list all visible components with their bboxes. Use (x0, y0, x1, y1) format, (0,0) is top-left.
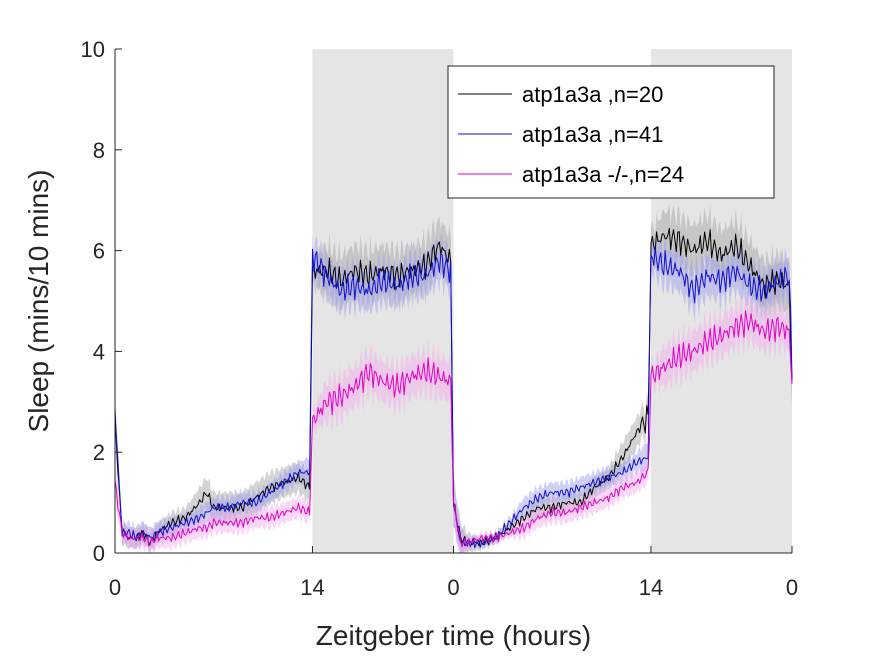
band-series-1 (115, 203, 792, 553)
legend-entry: atp1a3a ,n=20 (522, 82, 663, 107)
series-lines (114, 227, 793, 548)
tick-labels: 0 2 4 6 8 10 0 14 0 14 0 (81, 37, 799, 600)
night-period-1 (312, 49, 454, 553)
legend-entry: atp1a3a ,n=41 (522, 122, 663, 147)
legend: atp1a3a ,n=20 atp1a3a ,n=41 atp1a3a -/-,n=… (447, 65, 775, 199)
x-tick-label: 0 (109, 575, 121, 600)
x-tick-label: 0 (786, 575, 798, 600)
band-series-3 (115, 290, 792, 553)
x-axis-label: Zeitgeber time (hours) (316, 620, 591, 651)
y-tick-label: 0 (93, 541, 105, 566)
x-tick-label: 0 (447, 575, 459, 600)
legend-entry: atp1a3a -/-,n=24 (522, 162, 684, 187)
y-tick-label: 8 (93, 138, 105, 163)
x-tick-label: 14 (639, 575, 663, 600)
line-series-2 (114, 247, 793, 548)
y-tick-label: 2 (93, 440, 105, 465)
y-tick-label: 4 (93, 339, 105, 364)
y-axis-label: Sleep (mins/10 mins) (23, 170, 54, 433)
y-tick-label: 10 (81, 37, 105, 62)
line-series-3 (114, 310, 793, 548)
axes (114, 48, 793, 554)
legend-box (447, 65, 775, 199)
y-tick-label: 6 (93, 239, 105, 264)
x-tick-label: 14 (300, 575, 324, 600)
